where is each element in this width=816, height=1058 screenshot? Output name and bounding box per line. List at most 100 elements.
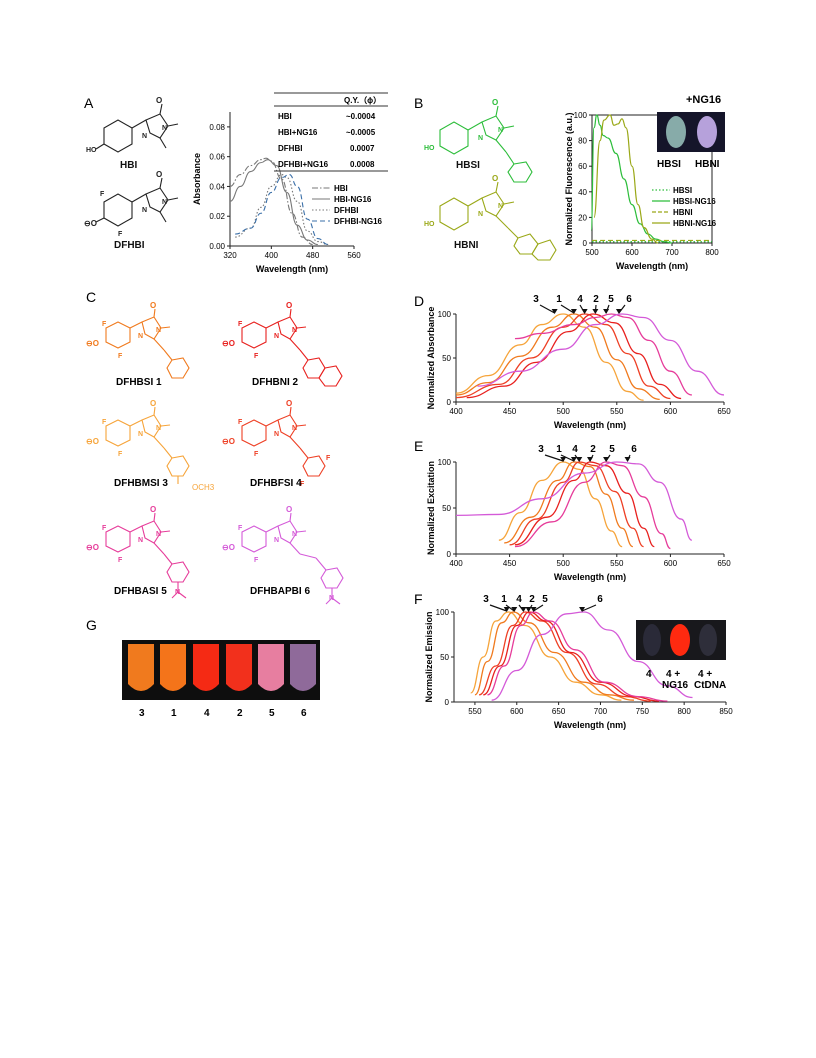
y-tick-label: 40 xyxy=(578,188,587,197)
svg-text:N: N xyxy=(274,333,279,340)
series-arrow xyxy=(505,604,515,612)
series-line xyxy=(474,611,634,701)
photo-b-label: HBSI xyxy=(657,159,681,170)
arrow-head xyxy=(576,457,583,462)
y-tick-label: 0.08 xyxy=(209,123,225,132)
tube-label: 3 xyxy=(139,708,145,719)
series-line xyxy=(466,313,682,400)
svg-text:N: N xyxy=(156,531,161,538)
hbni-structure xyxy=(439,181,557,261)
legend-label: HBI xyxy=(334,184,348,193)
y-axis-label: Normalized Excitation xyxy=(426,461,436,555)
tube-label: 1 xyxy=(171,708,177,719)
panel-label-b: B xyxy=(414,95,423,111)
y-tick-label: 80 xyxy=(578,137,587,146)
compound-label-2: DFHBNI 2 xyxy=(252,377,299,388)
svg-text:F: F xyxy=(300,481,305,488)
series-line xyxy=(498,461,623,548)
series-number-label: 2 xyxy=(590,444,596,455)
x-tick-label: 550 xyxy=(468,707,482,716)
series-line xyxy=(470,611,622,701)
series-line xyxy=(478,611,651,702)
photo-f-label: 4 + NG16 xyxy=(662,669,689,691)
series-line xyxy=(491,611,693,701)
panel-label-c: C xyxy=(86,289,96,305)
svg-text:F: F xyxy=(238,419,243,426)
svg-text:F: F xyxy=(254,557,259,564)
svg-text:N: N xyxy=(175,589,180,596)
series-number-label: 1 xyxy=(556,294,562,305)
svg-text:N: N xyxy=(292,327,297,334)
svg-text:O: O xyxy=(286,301,292,310)
svg-text:N: N xyxy=(498,127,503,134)
series-number-label: 1 xyxy=(556,444,562,455)
series-line xyxy=(455,313,644,401)
photo-g-tubes xyxy=(122,640,320,700)
legend-label: DFHBI-NG16 xyxy=(334,217,383,226)
svg-text:⊖O: ⊖O xyxy=(86,437,99,446)
x-tick-label: 400 xyxy=(265,251,279,260)
series-arrow xyxy=(544,454,564,462)
panel-c-structures: F F ⊖O O N N F F ⊖O O N N F F ⊖O O N N F F ⊖O O N N F F F F ⊖O O N N N F F… xyxy=(86,301,344,605)
x-tick-label: 500 xyxy=(557,559,571,568)
tube-label: 4 xyxy=(204,708,210,719)
dfhbi-structure xyxy=(95,177,179,227)
legend-label: HBNI-NG16 xyxy=(673,219,717,228)
series-number-label: 2 xyxy=(529,594,535,605)
x-tick-label: 550 xyxy=(610,559,624,568)
series-number-label: 6 xyxy=(626,294,632,305)
x-tick-label: 450 xyxy=(503,559,517,568)
arrow-head xyxy=(579,607,586,612)
arrow-head xyxy=(615,309,622,314)
arrow-head xyxy=(525,607,532,612)
compound-label-dfhbi: DFHBI xyxy=(114,240,145,251)
x-axis-label: Wavelength (nm) xyxy=(616,261,688,271)
photo-b-title: +NG16 xyxy=(686,94,721,106)
series-line xyxy=(229,159,318,246)
series-number-label: 5 xyxy=(608,294,614,305)
y-tick-label: 50 xyxy=(442,504,451,513)
y-tick-label: 50 xyxy=(442,354,451,363)
y-tick-label: 0.00 xyxy=(209,242,225,251)
x-axis-label: Wavelength (nm) xyxy=(554,720,626,730)
arrow-head xyxy=(624,457,631,462)
svg-text:N: N xyxy=(142,207,147,214)
x-tick-label: 550 xyxy=(610,407,624,416)
compound-label-5: DFHBASI 5 xyxy=(114,586,167,597)
chart-e-excitation: 400 450 500 550 600 650 0 50 100 Wavelength (nm) N… xyxy=(426,444,731,582)
chart-d-absorbance: 400 450 500 550 600 650 0 50 100 Wavelength (nm) N… xyxy=(426,294,731,430)
x-tick-label: 800 xyxy=(705,248,719,257)
photo-b-label: HBNI xyxy=(695,159,720,170)
x-tick-label: 400 xyxy=(449,407,463,416)
svg-text:N: N xyxy=(329,595,334,602)
arrow-head xyxy=(603,309,610,314)
x-tick-label: 480 xyxy=(306,251,320,260)
x-tick-label: 500 xyxy=(585,248,599,257)
series-line xyxy=(477,313,725,396)
svg-text:O: O xyxy=(150,505,156,514)
svg-text:⊖O: ⊖O xyxy=(222,543,235,552)
arrow-head xyxy=(551,309,558,314)
photo-b-vials xyxy=(657,112,725,152)
svg-text:F: F xyxy=(326,455,331,462)
compound-label-3: DFHBMSI 3 xyxy=(114,478,168,489)
svg-text:F: F xyxy=(254,451,259,458)
series-number-label: 3 xyxy=(483,594,489,605)
series-number-label: 5 xyxy=(542,594,548,605)
series-line xyxy=(514,313,692,396)
arrow-head xyxy=(560,457,567,462)
y-tick-label: 0.06 xyxy=(209,153,225,162)
x-tick-label: 400 xyxy=(449,559,463,568)
arrow-head xyxy=(603,457,610,462)
svg-text:N: N xyxy=(292,531,297,538)
svg-text:N: N xyxy=(498,203,503,210)
svg-text:O: O xyxy=(150,399,156,408)
x-tick-label: 850 xyxy=(719,707,733,716)
y-tick-label: 100 xyxy=(438,310,452,319)
chart-f-emission: 550 600 650 700 750 800 850 0 50 100 Wavelength (n… xyxy=(424,594,733,730)
x-tick-label: 700 xyxy=(594,707,608,716)
y-tick-label: 100 xyxy=(436,608,450,617)
arrow-head xyxy=(581,309,588,314)
y-tick-label: 100 xyxy=(438,458,452,467)
x-tick-label: 600 xyxy=(625,248,639,257)
